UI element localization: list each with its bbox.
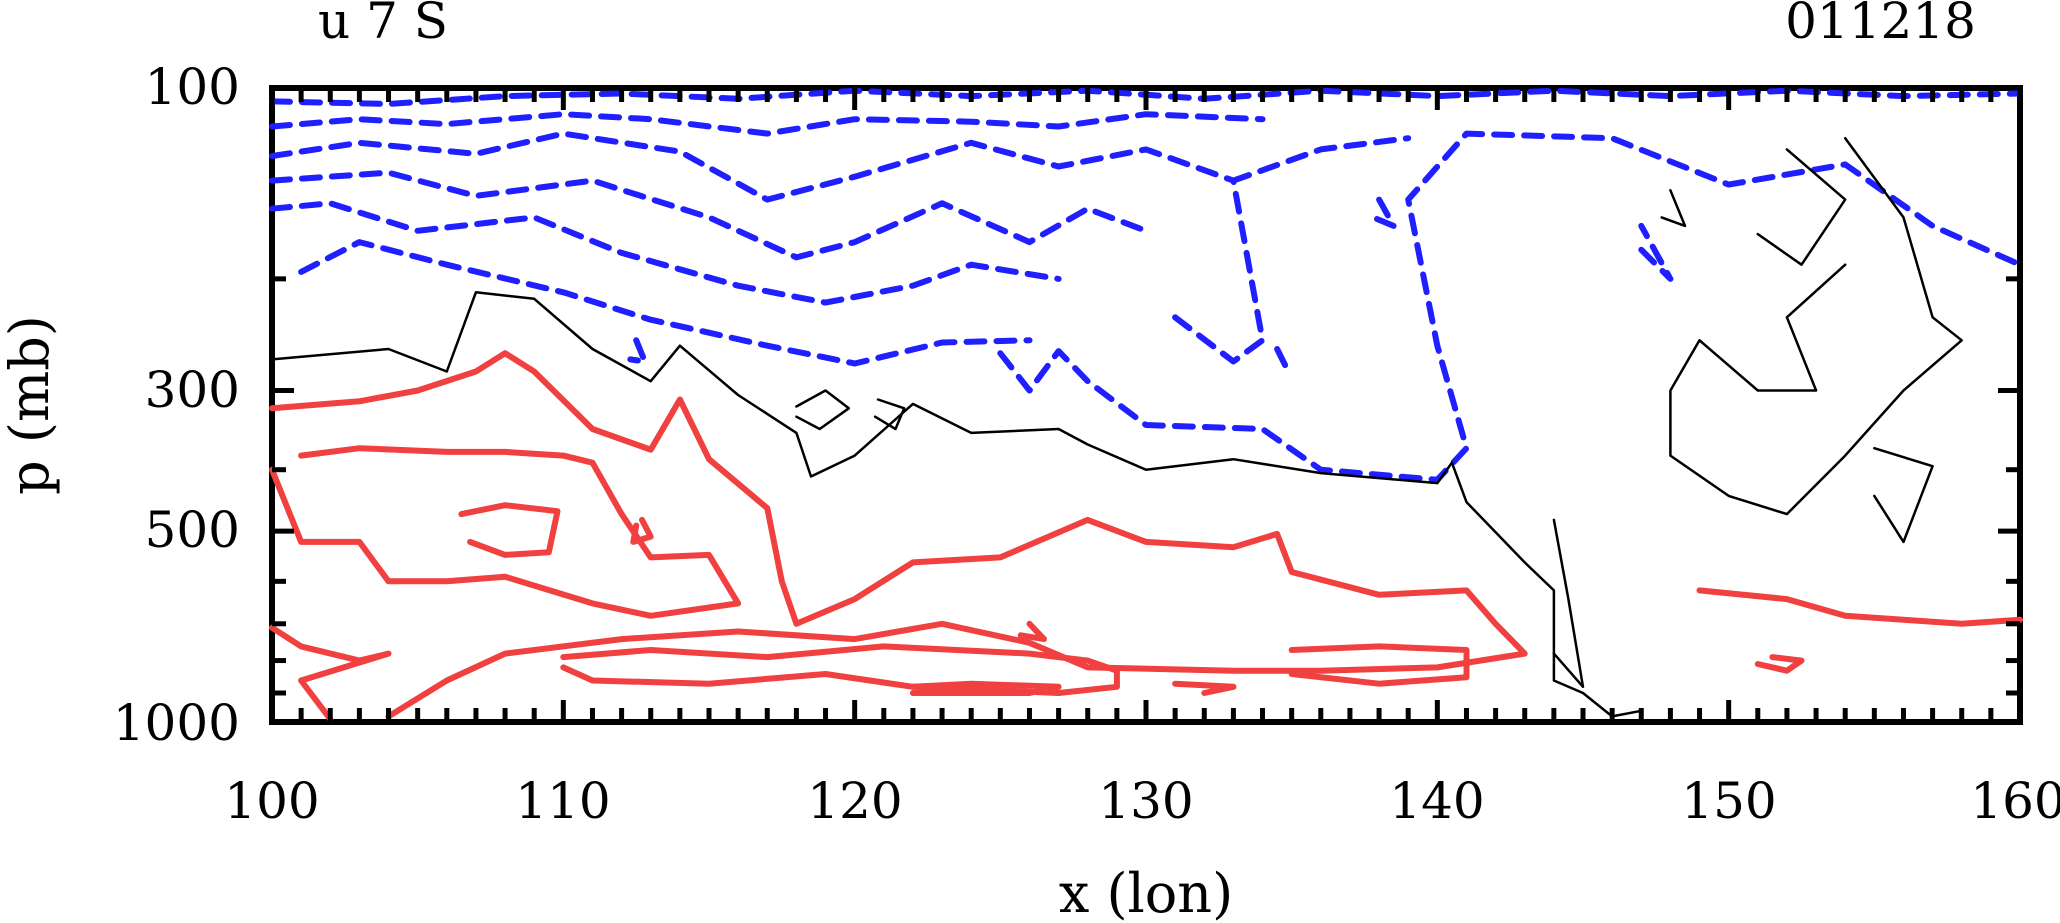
contour-positive-2 xyxy=(458,502,561,558)
contour-zero-4 xyxy=(1756,148,1847,266)
contour-zero-1 xyxy=(795,389,851,431)
contour-negative-3 xyxy=(269,169,1149,261)
contour-positive-10 xyxy=(1696,587,2023,627)
y-tick-label-100: 100 xyxy=(145,58,240,116)
tick-marks xyxy=(269,85,2023,725)
contour-negative-11 xyxy=(1274,346,1289,370)
contour-negative-9 xyxy=(1638,222,1674,282)
contour-positive-6 xyxy=(909,680,1062,696)
contour-zero-3 xyxy=(1660,189,1687,228)
x-tick-label-130: 130 xyxy=(1098,772,1193,830)
x-tick-label-110: 110 xyxy=(515,772,610,830)
x-tick-label-140: 140 xyxy=(1389,772,1484,830)
title-right: 011218 xyxy=(1785,0,1976,50)
contour-positive-7 xyxy=(1017,620,1047,643)
y-axis-title: p (mb) xyxy=(0,315,61,495)
y-tick-labels: 100 300 500 1000 xyxy=(113,58,240,752)
contour-positive-5 xyxy=(560,643,1120,696)
contour-negative-8 xyxy=(1172,135,1412,365)
contour-positive-4 xyxy=(269,624,392,723)
y-tick-label-500: 500 xyxy=(145,501,240,559)
x-tick-labels: 100 110 120 130 140 150 160 xyxy=(224,772,2060,830)
contour-positive-9 xyxy=(1172,680,1237,696)
x-axis-title: x (lon) xyxy=(1059,862,1233,923)
contour-negative-1 xyxy=(269,111,1266,137)
contour-zero-5 xyxy=(1669,136,1963,516)
contour-negative-5 xyxy=(298,239,1033,367)
contour-group-positive xyxy=(269,350,2023,723)
contour-positive-11 xyxy=(1754,654,1805,674)
contour-positive-0 xyxy=(269,350,1528,720)
x-tick-label-150: 150 xyxy=(1681,772,1776,830)
contour-negative-6 xyxy=(627,337,648,365)
contour-positive-3 xyxy=(630,516,654,545)
contour-negative-10 xyxy=(1370,196,1397,229)
contour-zero-7 xyxy=(1552,518,1585,689)
contour-negative-7 xyxy=(997,130,2023,483)
y-tick-label-1000: 1000 xyxy=(113,694,240,752)
contour-zero-6 xyxy=(1873,446,1934,544)
contour-positive-8 xyxy=(1288,643,1470,687)
x-tick-label-160: 160 xyxy=(1970,772,2060,830)
title-left: u 7 S xyxy=(318,0,448,50)
contour-group-zero xyxy=(270,136,1963,718)
x-tick-label-120: 120 xyxy=(807,772,902,830)
x-tick-label-100: 100 xyxy=(224,772,319,830)
contour-negative-4 xyxy=(269,200,1062,306)
contour-negative-2 xyxy=(269,130,1237,203)
contour-zero-0 xyxy=(270,291,1643,718)
contour-zero-2 xyxy=(873,398,906,431)
y-tick-label-300: 300 xyxy=(145,361,240,419)
contour-positive-1 xyxy=(269,445,742,619)
